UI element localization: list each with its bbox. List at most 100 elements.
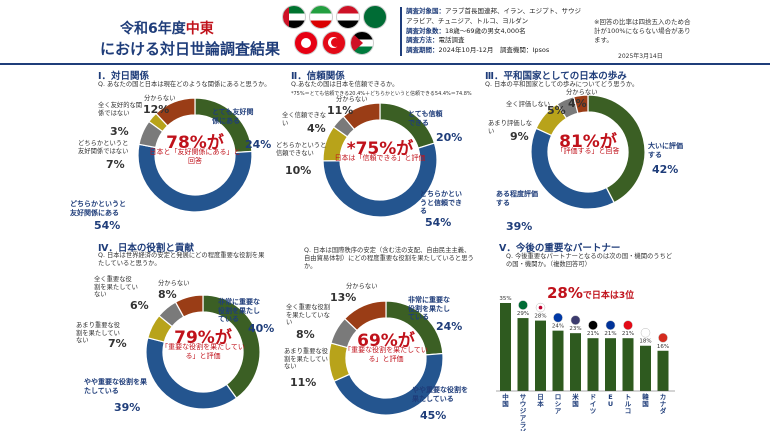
- donut-order: [328, 300, 444, 416]
- label-highly-evaluate: 大いに評価する: [648, 142, 683, 159]
- label-economy-dont-know: 分からない: [158, 280, 190, 287]
- bar-category-label: ウ: [520, 400, 527, 408]
- label-order-very: 非常に重要な役割を果たしている: [408, 296, 450, 321]
- donut-slice-1: [137, 143, 253, 213]
- label-not-trust: 全く信頼できない: [282, 112, 327, 127]
- bar-value-label: 16%: [657, 344, 669, 350]
- donut-slice-4: [572, 94, 589, 115]
- partner-flag-icon: [553, 312, 563, 323]
- country-flags: [282, 3, 390, 55]
- bar-category-label: サ: [520, 393, 527, 401]
- pct-peace-dont-know: 4%: [568, 97, 587, 110]
- survey-info: 調査対象国：アラブ首長国連邦、イラン、エジプト、サウジアラビア、チュニジア、トル…: [400, 7, 584, 56]
- survey-line: 調査期間：2024年10月-12月 調査機関：Ipsos: [406, 46, 550, 55]
- pct-order-some: 45%: [420, 409, 447, 422]
- label-order-little: あまり重要な役割を果たしていない: [284, 348, 329, 370]
- survey-line: 調査対象数：18歳～69歳の男女4,000名: [406, 26, 526, 35]
- section-title-trust: Ⅱ．信頼関係: [291, 71, 345, 82]
- bar-4: [570, 333, 581, 391]
- bar-0: [500, 303, 511, 391]
- partner-flag-icon: [570, 315, 581, 325]
- bar-category-label: 国: [572, 399, 579, 408]
- pct-economy-some: 39%: [114, 401, 141, 414]
- partner-flag-icon: [605, 320, 616, 330]
- bar-8: [640, 345, 651, 391]
- bar-2: [535, 320, 546, 391]
- bar-category-label: ア: [520, 414, 527, 422]
- pct-economy-little: 7%: [108, 337, 127, 350]
- pct-very-friendly: 24%: [245, 138, 272, 151]
- jordan-flag-icon: [350, 31, 374, 55]
- section-title-relations: Ⅰ．対日関係: [98, 71, 150, 82]
- donut-order-center: 69%が 「重要な役割を果たしている」と評価: [344, 331, 428, 364]
- label-peace-dont-know: 分からない: [566, 89, 598, 96]
- bar-category-label: 国: [642, 399, 649, 408]
- rounding-note: ※回答の比率は四捨五入のため合計が100%にならない場合があります。: [594, 18, 691, 44]
- bar-category-label: ト: [625, 393, 632, 401]
- bar-value-label: 24%: [552, 324, 564, 330]
- bar-category-label: ビ: [520, 427, 527, 431]
- bar-category-label: U: [608, 400, 613, 408]
- label-dont-know: 分からない: [144, 95, 176, 102]
- donut-trust: [322, 102, 438, 218]
- bar-category-label: ア: [555, 407, 562, 415]
- label-economy-not: 全く重要な役割を果たしていない: [94, 276, 138, 298]
- label-economy-very: 非常に重要な役割を果たしている: [218, 298, 260, 323]
- bar-value-label: 21%: [622, 331, 634, 337]
- label-economy-some: やや重要な役割を果たしている: [84, 378, 147, 395]
- iran-flag-icon: [309, 5, 333, 29]
- saudi-flag-icon: [363, 5, 387, 29]
- donut-peace: [530, 94, 646, 210]
- label-little-evaluate: あまり評価しない: [488, 120, 533, 135]
- turkey-flag-icon: [322, 31, 346, 55]
- label-order-dont-know: 分からない: [346, 283, 378, 290]
- survey-line: 調査方法：電話調査: [406, 36, 465, 45]
- pct-little-evaluate: 9%: [510, 130, 529, 143]
- bar-value-label: 21%: [604, 331, 616, 337]
- label-trust-dont-know: 分からない: [336, 96, 368, 103]
- label-somewhat-not-trust: どちらかというと信頼できない: [276, 142, 327, 157]
- bar-9: [657, 350, 669, 391]
- trust-subnote: *75%＝とても信頼できる20.4%＋どちらかというと信頼できる54.4%＝74…: [291, 91, 472, 97]
- bar-category-label: 韓: [642, 392, 649, 401]
- partner-flag-icon: [623, 320, 633, 330]
- label-not-friendly: 全く友好的な関係ではない: [98, 102, 143, 117]
- pct-not-trust: 4%: [307, 122, 326, 135]
- bar-1: [517, 318, 529, 391]
- bar-category-label: ダ: [660, 406, 667, 415]
- pct-economy-not: 6%: [130, 299, 149, 312]
- label-somewhat-friendly: どちらかというと友好関係にある: [70, 200, 126, 217]
- pct-somewhat-not-friendly: 7%: [106, 158, 125, 171]
- header-divider: [0, 63, 770, 65]
- pct-order-very: 24%: [436, 320, 463, 333]
- partner-flag-icon: [640, 327, 651, 338]
- label-order-some: やや重要な役割を果たしている: [412, 386, 468, 403]
- bar-category-label: 中: [502, 392, 509, 401]
- pct-order-dont-know: 13%: [330, 291, 357, 304]
- page-title-line2: における対日世論調査結果: [100, 40, 281, 58]
- donut-trust-center: *75%が 日本は「信頼できる」と評価: [334, 139, 426, 163]
- pct-not-friendly: 3%: [110, 125, 129, 138]
- bar-category-label: ナ: [660, 400, 667, 408]
- bar-category-label: E: [608, 393, 612, 401]
- bar-category-label: ジ: [520, 407, 527, 415]
- donut-economy-center: 79%が 「重要な役割を果たしている」と評価: [161, 328, 245, 361]
- bar-category-label: ロ: [555, 393, 562, 401]
- pct-very-trust: 20%: [436, 131, 463, 144]
- pct-order-little: 11%: [290, 376, 317, 389]
- bar-category-label: 国: [502, 399, 509, 408]
- pct-somewhat-not-trust: 10%: [285, 164, 312, 177]
- partner-flag-icon: [518, 300, 528, 310]
- pct-trust-dont-know: 11%: [327, 104, 354, 117]
- bar-7: [622, 338, 634, 391]
- donut-slice-4: [174, 294, 204, 318]
- bar-3: [552, 330, 564, 391]
- bar-category-label: ラ: [520, 421, 527, 429]
- pct-economy-dont-know: 8%: [158, 288, 177, 301]
- question-order: Q. 日本は国際秩序の安定（含む法の支配、自由民主主義、自由貿易体制）にどの程度…: [304, 247, 474, 270]
- pct-order-not: 8%: [296, 328, 315, 341]
- page-title-line1: 令和6年度中東: [120, 21, 214, 37]
- pct-highly-evaluate: 42%: [652, 163, 679, 176]
- bar-category-label: シ: [555, 400, 562, 408]
- label-very-trust: とても信頼できる: [408, 110, 443, 127]
